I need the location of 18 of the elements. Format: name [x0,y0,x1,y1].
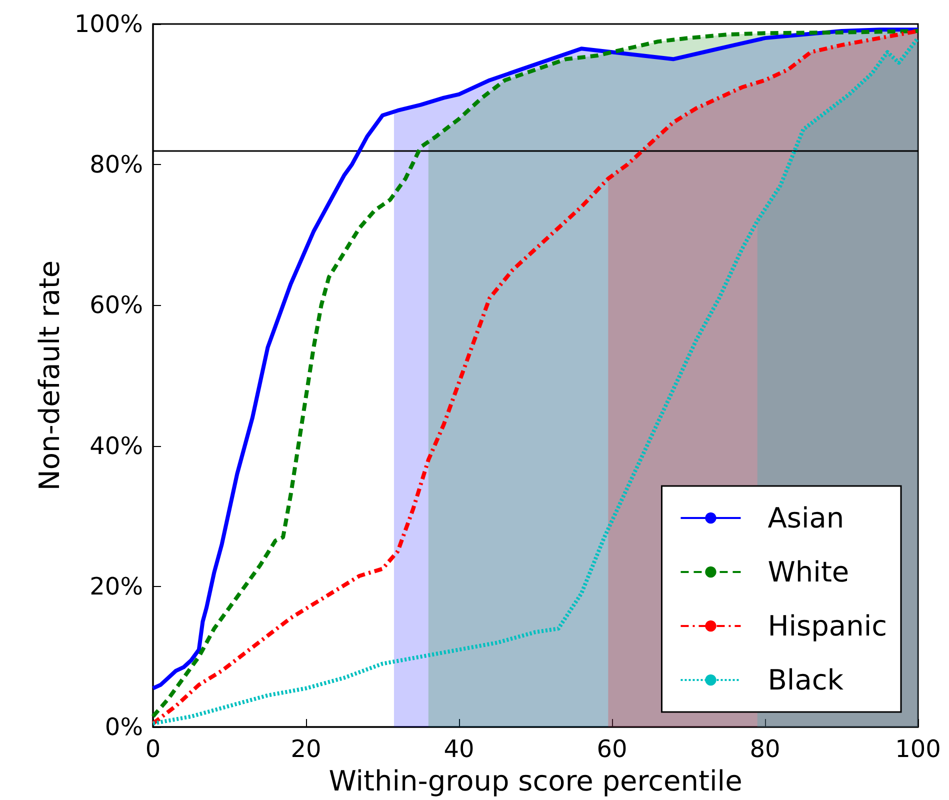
y-tick-label: 80% [90,150,143,179]
x-tick-label: 40 [444,735,474,763]
y-tick-label: 100% [74,10,143,38]
legend-label: Black [768,664,844,696]
x-tick-label: 0 [145,735,161,763]
x-tick-label: 20 [290,735,322,763]
x-axis-title: Within-group score percentile [328,764,742,798]
y-axis-title: Non-default rate [32,260,66,491]
legend-label: White [768,556,850,588]
legend-label: Hispanic [768,610,888,642]
legend-label: Asian [768,502,844,534]
y-tick-label: 40% [90,432,143,460]
x-tick-label: 60 [596,735,628,763]
y-tick-label: 20% [90,572,143,600]
x-tick-label: 80 [750,735,780,763]
x-tick-label: 100 [895,735,941,763]
y-tick-label: 0% [104,713,143,741]
y-tick-label: 60% [90,291,143,320]
